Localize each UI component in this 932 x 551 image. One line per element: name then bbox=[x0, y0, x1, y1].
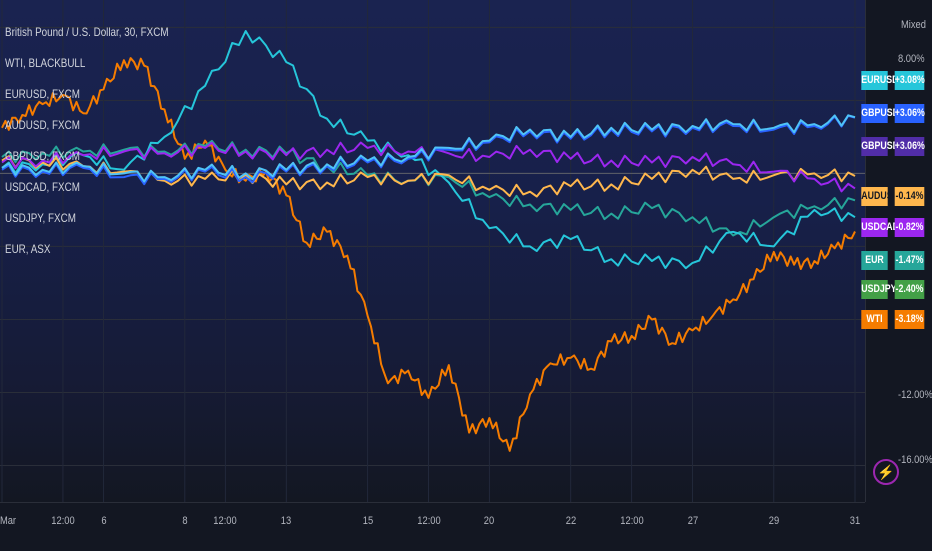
badge-name: AUDUSD bbox=[861, 187, 899, 206]
badge-gbpusd-1: GBPUSD +3.06% bbox=[858, 104, 928, 123]
badge-usdcad: USDCAD -0.82% bbox=[858, 218, 928, 237]
badge-value: +3.06% bbox=[894, 104, 925, 123]
y-tick-label: 8.00% bbox=[898, 53, 925, 65]
x-tick-label: 8 bbox=[182, 515, 188, 527]
scale-mode-label[interactable]: Mixed bbox=[901, 19, 926, 31]
series-line-wti[interactable] bbox=[1, 57, 856, 452]
legend-item-eurusd[interactable]: EURUSD, FXCM bbox=[5, 87, 80, 101]
legend-item-wti[interactable]: WTI, BLACKBULL bbox=[5, 56, 86, 70]
legend-item-usdjpy[interactable]: USDJPY, FXCM bbox=[5, 211, 76, 225]
badge-name: GBPUSD bbox=[861, 104, 899, 123]
x-tick-label: 31 bbox=[849, 515, 861, 527]
badge-name: USDJPY bbox=[861, 280, 897, 299]
badge-audusd: AUDUSD -0.14% bbox=[858, 187, 928, 206]
badge-name: WTI bbox=[861, 310, 888, 329]
x-tick-label: 6 bbox=[100, 515, 107, 527]
x-tick-label: 12:00 bbox=[416, 515, 441, 527]
x-tick-label: 12:00 bbox=[51, 515, 75, 527]
chart-svg bbox=[0, 0, 865, 502]
grid bbox=[0, 0, 865, 502]
badge-eurusd: EURUSD +3.08% bbox=[858, 71, 928, 90]
badge-wti: WTI -3.18% bbox=[858, 310, 928, 329]
x-tick-label: 29 bbox=[768, 515, 779, 527]
badge-usdjpy: USDJPY -2.40% bbox=[858, 280, 928, 299]
x-tick-label: 15 bbox=[362, 515, 373, 527]
badge-name: EURUSD bbox=[861, 71, 898, 90]
badge-value: -2.40% bbox=[894, 280, 925, 299]
badge-name: USDCAD bbox=[861, 218, 899, 237]
badge-name: GBPUSD bbox=[861, 137, 899, 156]
legend-item-gbpusd[interactable]: GBPUSD, FXCM bbox=[5, 149, 80, 163]
legend-item-usdcad[interactable]: USDCAD, FXCM bbox=[5, 180, 80, 194]
legend-item-audusd[interactable]: AUDUSD, FXCM bbox=[5, 118, 80, 132]
badge-value: +3.06% bbox=[894, 137, 925, 156]
series-layer bbox=[1, 30, 856, 452]
y-tick-label: -12.00% bbox=[898, 389, 932, 401]
legend-item-eur[interactable]: EUR, ASX bbox=[5, 242, 51, 256]
legend: British Pound / U.S. Dollar, 30, FXCM WT… bbox=[5, 22, 204, 270]
x-tick-label: 12:00 bbox=[213, 515, 238, 527]
main-symbol-title[interactable]: British Pound / U.S. Dollar, 30, FXCM bbox=[5, 25, 169, 39]
plot-area[interactable] bbox=[0, 0, 865, 502]
x-tick-label: 22 bbox=[565, 515, 576, 527]
time-axis[interactable] bbox=[0, 502, 865, 551]
badge-name: EUR bbox=[861, 251, 888, 270]
badge-value: -0.82% bbox=[894, 218, 925, 237]
x-tick-label: 13 bbox=[281, 515, 292, 527]
badge-value: +3.08% bbox=[894, 71, 925, 90]
x-tick-label: 20 bbox=[484, 515, 495, 527]
badge-value: -1.47% bbox=[894, 251, 925, 270]
badge-value: -3.18% bbox=[894, 310, 925, 329]
x-tick-label: 27 bbox=[687, 515, 698, 527]
x-tick-label: Mar bbox=[0, 515, 17, 527]
y-tick-label: -16.00% bbox=[898, 454, 932, 466]
series-line-gbpusd[interactable] bbox=[1, 114, 856, 186]
lightning-icon[interactable]: ⚡ bbox=[873, 459, 899, 485]
badge-gbpusd-2: GBPUSD +3.06% bbox=[858, 137, 928, 156]
series-line-eurusd[interactable] bbox=[1, 114, 856, 183]
x-tick-label: 12:00 bbox=[619, 515, 644, 527]
badge-value: -0.14% bbox=[894, 187, 925, 206]
badge-eur: EUR -1.47% bbox=[858, 251, 928, 270]
